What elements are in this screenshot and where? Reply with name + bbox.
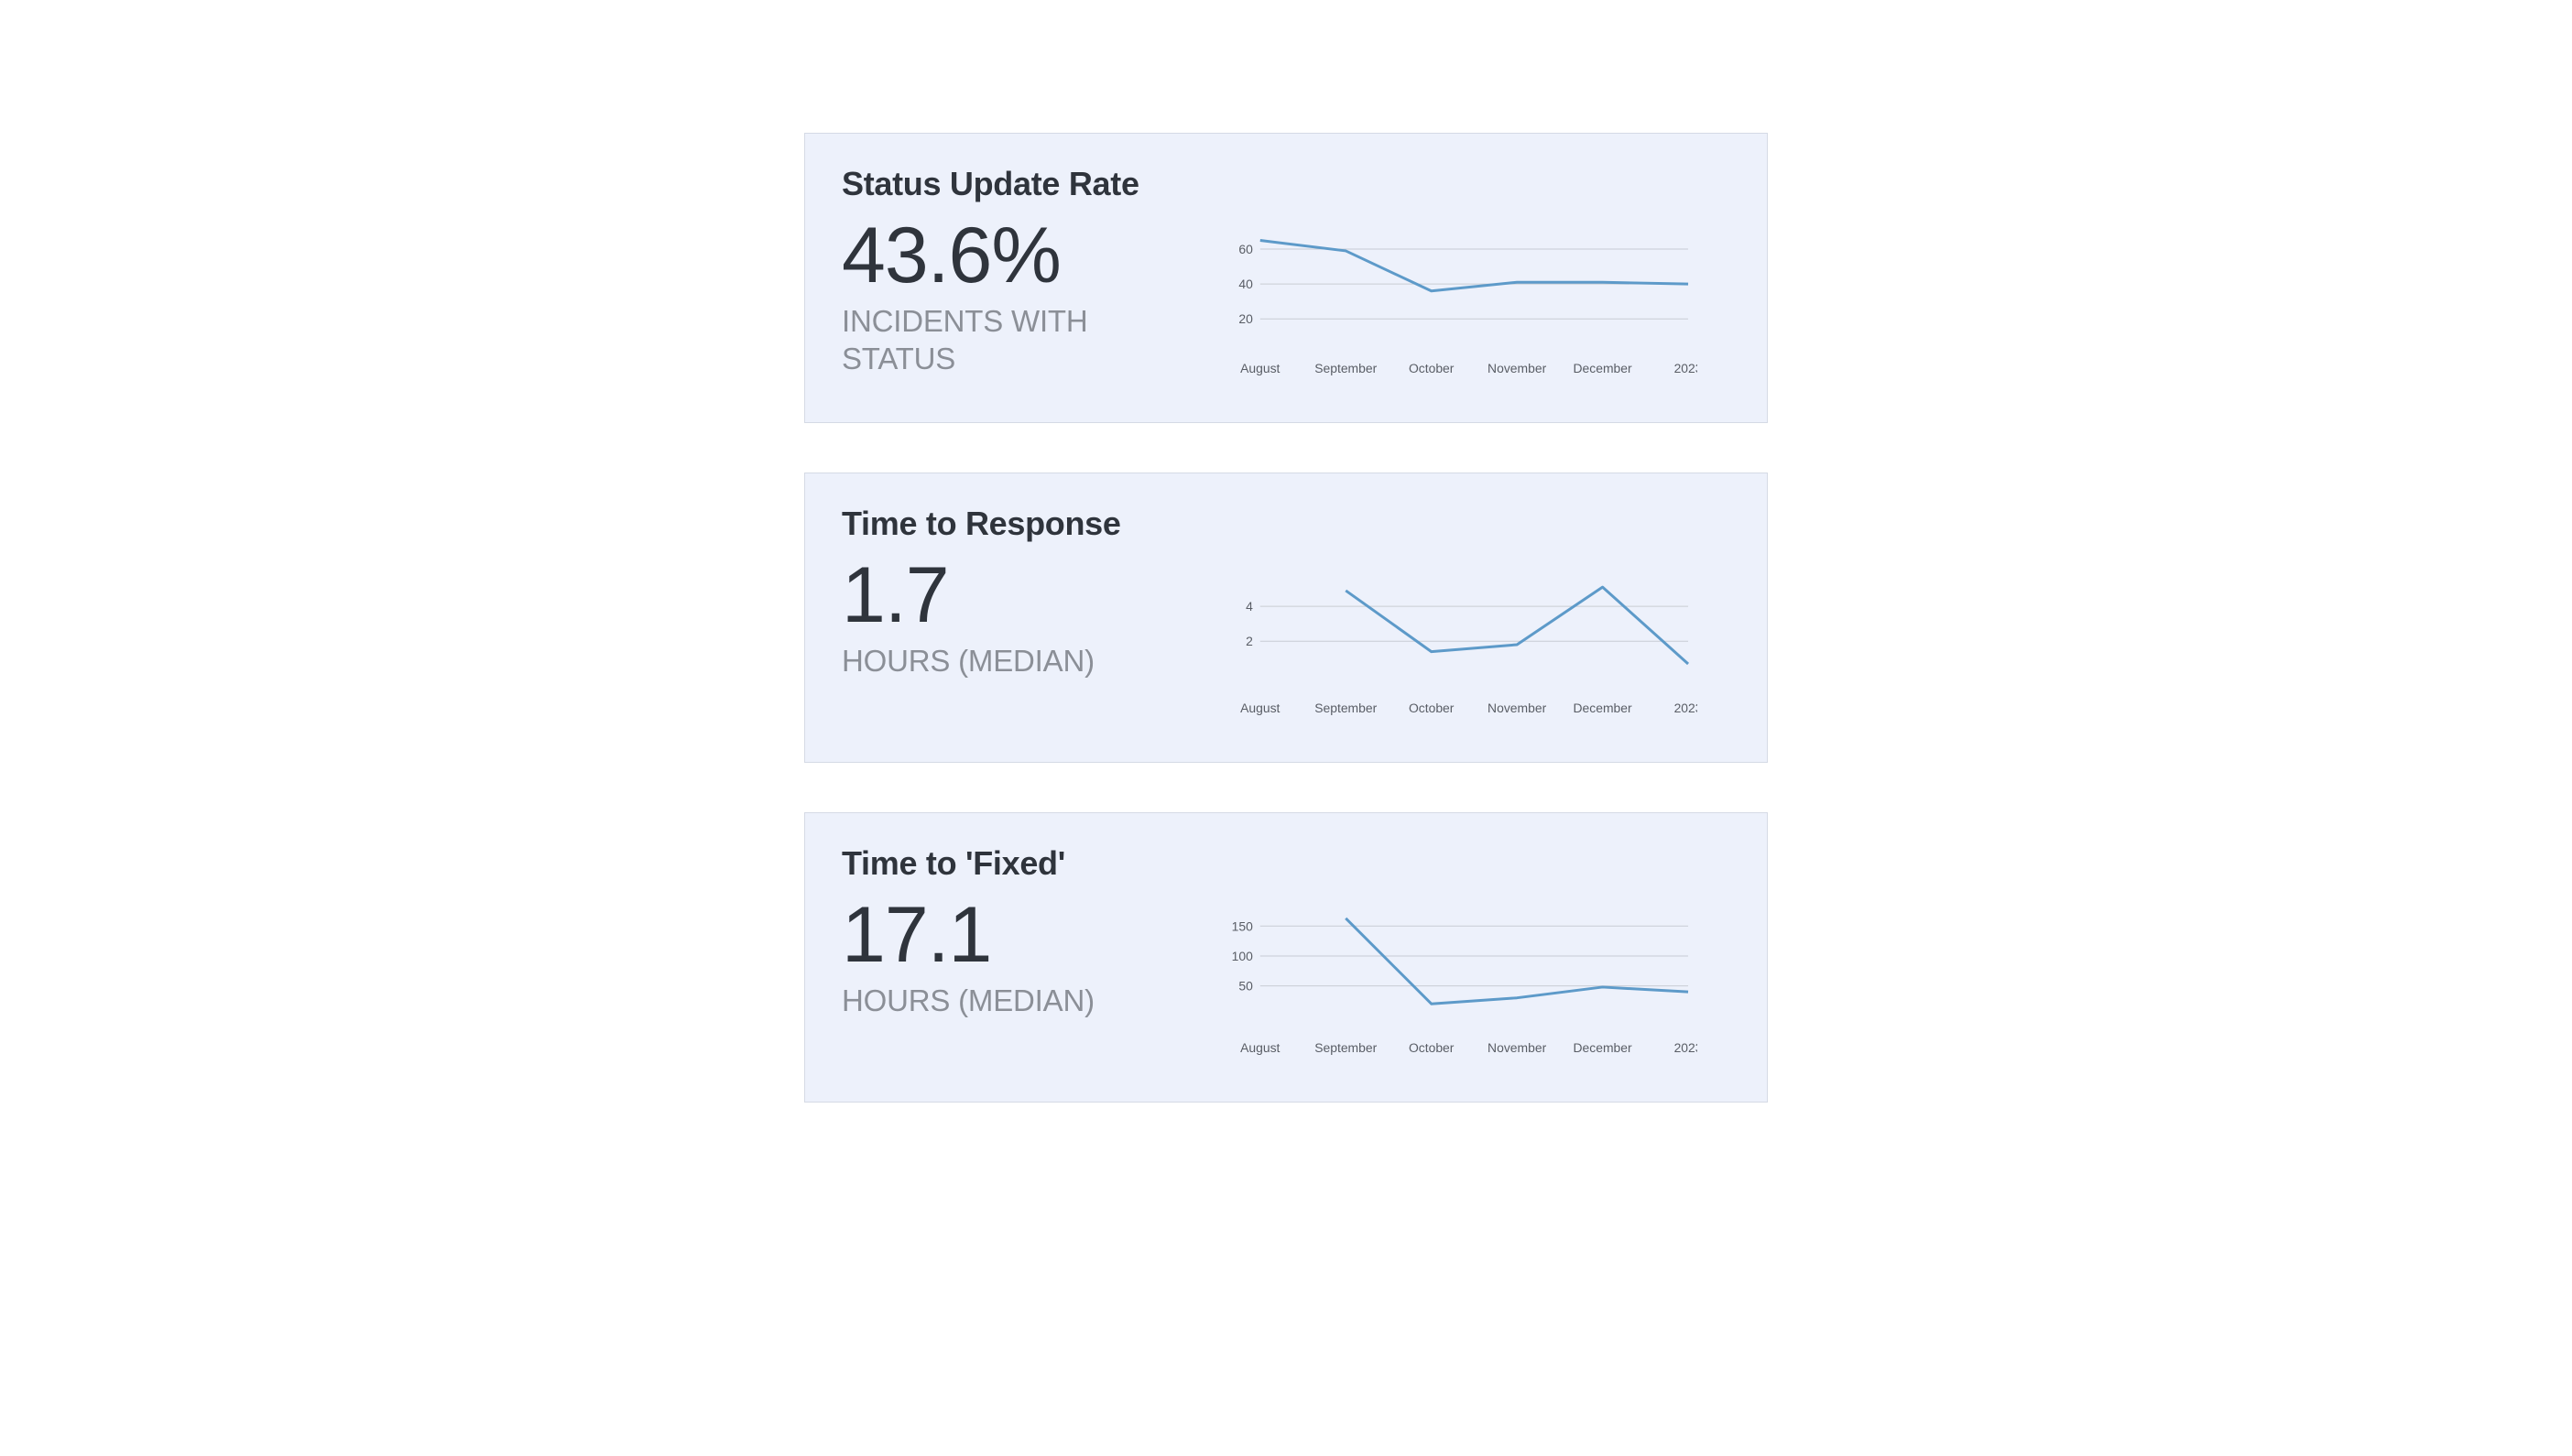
chart-svg: 20 40 60 August September October November Dece… [1224,227,1697,391]
chart-y-tick-label: 2 [1246,634,1253,648]
chart-x-tick-label: 2023 [1674,701,1697,715]
chart-time-to-response: 2 4 August September October November December… [1224,560,1730,731]
metric-value: 1.7 [842,556,1194,635]
chart-svg: 2 4 August September October November December… [1224,567,1697,731]
card-title: Status Update Rate [842,165,1730,203]
card-body: 1.7 HOURS (MEDIAN) 2 4 August September Octo… [842,560,1730,731]
metric-value: 17.1 [842,896,1194,974]
chart-time-to-fixed: 50 100 150 August September October November De… [1224,899,1730,1070]
metric-label: INCIDENTS WITH STATUS [842,302,1194,378]
chart-status-update-rate: 20 40 60 August September October November Dece… [1224,220,1730,391]
chart-x-tick-label: December [1574,701,1633,715]
chart-x-tick-label: December [1574,361,1633,375]
chart-y-tick-label: 150 [1232,918,1253,933]
chart-line-path [1260,240,1688,290]
card-title: Time to Response [842,505,1730,543]
card-title: Time to 'Fixed' [842,844,1730,883]
chart-x-tick-label: 2023 [1674,1040,1697,1055]
chart-x-tick-label: October [1409,701,1455,715]
chart-x-tick-label: November [1488,1040,1547,1055]
chart-y-tick-label: 40 [1238,277,1253,291]
metric-block: 43.6% INCIDENTS WITH STATUS [842,220,1194,378]
chart-y-tick-label: 100 [1232,949,1253,963]
chart-x-tick-label: September [1314,361,1377,375]
chart-x-tick-label: August [1240,701,1280,715]
chart-y-tick-label: 50 [1238,979,1253,994]
chart-x-tick-label: October [1409,1040,1455,1055]
chart-y-tick-label: 20 [1238,311,1253,326]
metric-label: HOURS (MEDIAN) [842,982,1194,1019]
chart-x-tick-label: September [1314,1040,1377,1055]
chart-y-tick-label: 4 [1246,599,1253,614]
chart-x-tick-label: December [1574,1040,1633,1055]
chart-line-path [1346,587,1688,664]
chart-x-tick-label: 2023 [1674,361,1697,375]
chart-x-tick-label: October [1409,361,1455,375]
chart-x-tick-label: September [1314,701,1377,715]
chart-x-tick-label: November [1488,701,1547,715]
card-time-to-fixed: Time to 'Fixed' 17.1 HOURS (MEDIAN) 50 10… [804,812,1768,1103]
card-status-update-rate: Status Update Rate 43.6% INCIDENTS WITH … [804,133,1768,423]
card-body: 17.1 HOURS (MEDIAN) 50 100 150 August Septem… [842,899,1730,1070]
metric-block: 17.1 HOURS (MEDIAN) [842,899,1194,1019]
metric-block: 1.7 HOURS (MEDIAN) [842,560,1194,679]
card-time-to-response: Time to Response 1.7 HOURS (MEDIAN) 2 4 Au… [804,473,1768,763]
card-body: 43.6% INCIDENTS WITH STATUS 20 40 60 August… [842,220,1730,391]
chart-x-tick-label: August [1240,1040,1280,1055]
metric-value: 43.6% [842,216,1194,295]
chart-line-path [1346,918,1688,1004]
chart-y-tick-label: 60 [1238,242,1253,256]
chart-svg: 50 100 150 August September October November De… [1224,907,1697,1070]
metric-label: HOURS (MEDIAN) [842,642,1194,679]
dashboard-cards-container: Status Update Rate 43.6% INCIDENTS WITH … [804,133,1768,1103]
chart-x-tick-label: November [1488,361,1547,375]
chart-x-tick-label: August [1240,361,1280,375]
